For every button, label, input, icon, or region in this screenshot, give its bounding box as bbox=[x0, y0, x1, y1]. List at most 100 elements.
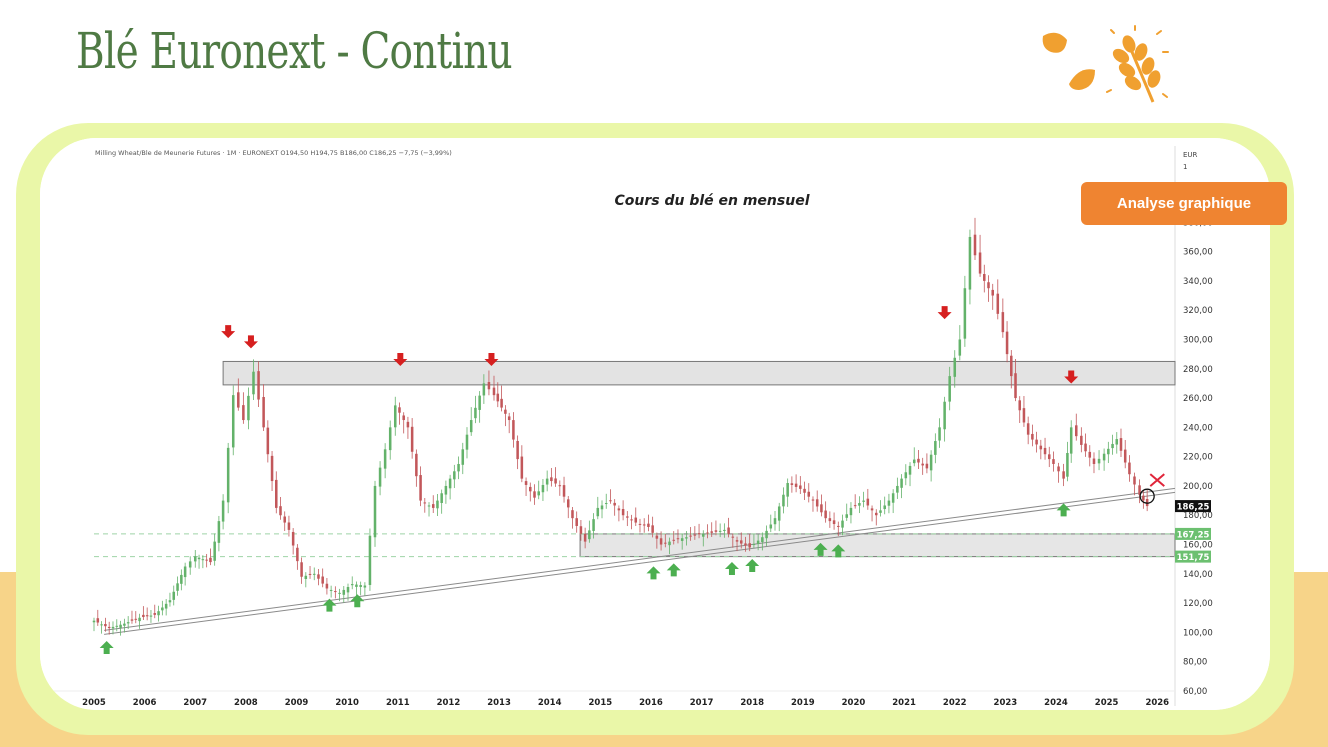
candle-body bbox=[790, 483, 794, 485]
candle-body bbox=[312, 573, 316, 575]
candle-body bbox=[948, 376, 951, 402]
candle-body bbox=[524, 481, 528, 485]
candle-body bbox=[247, 395, 250, 421]
candle-body bbox=[756, 540, 760, 544]
y-tick-label: 160,00 bbox=[1183, 541, 1213, 551]
candle-body bbox=[841, 520, 844, 528]
candle-body bbox=[355, 584, 358, 587]
candle-body bbox=[917, 458, 920, 463]
candle-body bbox=[558, 485, 562, 487]
candle-body bbox=[723, 529, 726, 531]
candle-body bbox=[373, 485, 377, 538]
candle-body bbox=[342, 589, 346, 595]
candle-body bbox=[482, 383, 486, 396]
candle-body bbox=[107, 626, 111, 629]
candle-body bbox=[325, 583, 329, 589]
candle-body bbox=[621, 509, 625, 516]
candle-body bbox=[142, 614, 145, 618]
candle-body bbox=[304, 575, 308, 580]
candle-body bbox=[659, 538, 663, 545]
candle-body bbox=[237, 392, 240, 408]
candle-body bbox=[685, 537, 688, 539]
page-title: Blé Euronext - Continu bbox=[76, 22, 513, 80]
x-tick-label: 2013 bbox=[487, 698, 511, 708]
y-tick-label: 140,00 bbox=[1183, 570, 1213, 580]
candle-body bbox=[188, 561, 192, 568]
support-arrow-up bbox=[724, 561, 739, 575]
candle-body bbox=[773, 518, 777, 525]
resistance-arrow-down bbox=[243, 335, 258, 349]
y-tick-label: 180,00 bbox=[1183, 511, 1213, 521]
candle-body bbox=[469, 420, 473, 433]
candle-body bbox=[904, 472, 908, 479]
candle-body bbox=[383, 449, 387, 469]
candle-body bbox=[398, 407, 401, 413]
candle-body bbox=[287, 522, 291, 530]
candle-body bbox=[1022, 408, 1026, 423]
candle-body bbox=[1102, 453, 1106, 461]
candle-body bbox=[689, 535, 692, 537]
candle-body bbox=[436, 500, 439, 509]
candle-body bbox=[346, 587, 350, 593]
candle-body bbox=[1080, 435, 1083, 445]
support-arrow-up bbox=[322, 598, 337, 612]
candle-body bbox=[908, 465, 912, 475]
support-arrow-up bbox=[646, 566, 661, 580]
candle-body bbox=[900, 478, 903, 488]
candle-body bbox=[613, 502, 616, 506]
candle-body bbox=[748, 543, 751, 548]
candle-body bbox=[1005, 331, 1009, 355]
candle-body bbox=[1111, 443, 1114, 449]
candle-body bbox=[474, 407, 477, 419]
candle-body bbox=[1047, 454, 1051, 460]
candle-body bbox=[891, 493, 895, 503]
candle-body bbox=[562, 485, 566, 497]
candle-body bbox=[870, 508, 874, 511]
breakout-circle bbox=[1139, 488, 1155, 504]
candle-body bbox=[668, 541, 671, 546]
candle-body bbox=[183, 566, 187, 578]
candle-body bbox=[1142, 495, 1145, 501]
x-tick-label: 2010 bbox=[335, 698, 359, 708]
candle-body bbox=[279, 506, 282, 516]
x-tick-label: 2017 bbox=[690, 698, 714, 708]
x-tick-label: 2005 bbox=[82, 698, 106, 708]
candle-body bbox=[664, 542, 667, 544]
wheat-ear-with-leaves-icon bbox=[1042, 25, 1169, 103]
candle-body bbox=[963, 288, 967, 339]
candle-body bbox=[921, 463, 924, 466]
candlestick-chart[interactable]: 60,00 80,00 100,00 120,00 140,00 160,00 180,00… bbox=[40, 138, 1270, 710]
candle-body bbox=[321, 576, 324, 584]
currency-sub-label: 1 bbox=[1183, 163, 1187, 171]
candle-body bbox=[1031, 433, 1034, 440]
candle-body bbox=[596, 507, 600, 517]
x-tick-label: 2015 bbox=[588, 698, 612, 708]
analysis-badge[interactable]: Analyse graphique bbox=[1081, 182, 1287, 225]
candle-body bbox=[176, 583, 179, 591]
candle-body bbox=[300, 562, 303, 577]
candle-body bbox=[507, 416, 511, 421]
candle-body bbox=[157, 611, 160, 616]
candle-body bbox=[329, 589, 333, 591]
candle-body bbox=[786, 483, 789, 497]
candle-body bbox=[1010, 355, 1013, 377]
candle-body bbox=[1026, 423, 1030, 435]
plot-background bbox=[40, 138, 1270, 710]
candle-body bbox=[765, 530, 768, 539]
candle-body bbox=[126, 622, 130, 624]
x-tick-label: 2023 bbox=[994, 698, 1018, 708]
candle-body bbox=[752, 544, 756, 546]
candle-body bbox=[406, 421, 410, 428]
candle-body bbox=[1001, 312, 1005, 333]
candle-body bbox=[1018, 400, 1021, 411]
y-tick-label: 300,00 bbox=[1183, 335, 1213, 345]
candle-body bbox=[638, 523, 642, 525]
price-tag-label: 151,75 bbox=[1177, 553, 1210, 563]
candle-body bbox=[419, 475, 422, 501]
candle-body bbox=[579, 526, 583, 534]
resistance-arrow-down bbox=[393, 352, 408, 366]
candle-body bbox=[334, 591, 337, 593]
candle-body bbox=[1057, 466, 1060, 472]
candle-body bbox=[769, 524, 773, 529]
candle-body bbox=[217, 521, 221, 543]
